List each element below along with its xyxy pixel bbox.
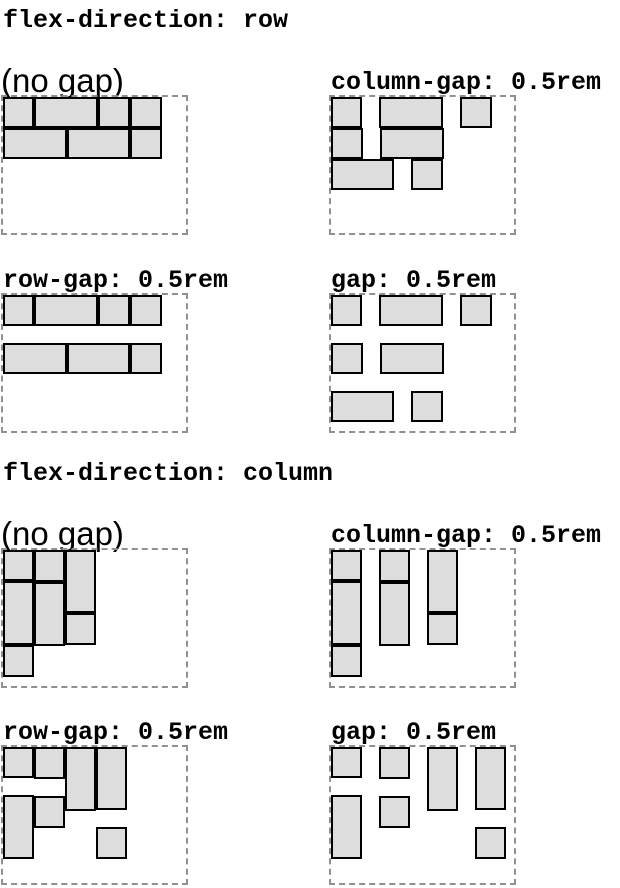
flex-item bbox=[475, 827, 506, 859]
flex-item bbox=[379, 295, 443, 326]
panel-label: row-gap: 0.5rem bbox=[3, 266, 229, 295]
flex-item bbox=[379, 550, 410, 582]
flex-container-frame bbox=[1, 293, 188, 433]
flex-container bbox=[331, 747, 514, 883]
flex-item bbox=[331, 581, 362, 645]
flex-item bbox=[34, 582, 65, 646]
flex-container-frame bbox=[329, 95, 516, 235]
flex-item bbox=[3, 128, 67, 159]
flex-container-frame bbox=[329, 548, 516, 688]
flex-item bbox=[331, 159, 394, 190]
panel-label: gap: 0.5rem bbox=[331, 718, 497, 747]
flex-container-frame bbox=[329, 745, 516, 885]
flex-item bbox=[3, 343, 67, 374]
flex-item bbox=[3, 581, 34, 645]
panel-row-gap: gap: 0.5rem bbox=[329, 268, 516, 433]
flex-item bbox=[331, 295, 362, 326]
flex-item bbox=[130, 343, 162, 374]
flex-container bbox=[331, 295, 514, 431]
flex-item bbox=[331, 795, 362, 859]
flex-item bbox=[380, 343, 444, 374]
flex-container-frame bbox=[1, 548, 188, 688]
flex-item bbox=[331, 97, 362, 128]
flex-item bbox=[34, 796, 65, 828]
flex-item bbox=[380, 128, 444, 159]
flex-container bbox=[331, 97, 514, 233]
flex-item bbox=[460, 295, 492, 326]
flex-item bbox=[3, 97, 34, 128]
flex-item bbox=[65, 613, 96, 645]
flex-container bbox=[3, 747, 186, 883]
flex-item bbox=[3, 795, 34, 859]
flex-container-frame bbox=[329, 293, 516, 433]
flex-item bbox=[331, 128, 363, 159]
flex-item bbox=[331, 747, 362, 778]
flex-item bbox=[130, 128, 162, 159]
flex-item bbox=[427, 550, 458, 613]
flex-item bbox=[65, 747, 96, 811]
flex-container bbox=[3, 97, 186, 233]
panel-label: gap: 0.5rem bbox=[331, 266, 497, 295]
flex-item bbox=[3, 295, 34, 326]
flex-item bbox=[3, 645, 34, 677]
flex-item bbox=[379, 747, 410, 779]
flex-item bbox=[3, 747, 34, 778]
flex-item bbox=[379, 97, 443, 128]
panel-column-no-gap: (no gap) bbox=[1, 516, 188, 688]
flex-item bbox=[34, 97, 98, 128]
panel-label: column-gap: 0.5rem bbox=[331, 521, 602, 550]
flex-item bbox=[34, 747, 65, 779]
flex-container-frame bbox=[1, 745, 188, 885]
flex-item bbox=[411, 391, 443, 422]
panel-label: row-gap: 0.5rem bbox=[3, 718, 229, 747]
heading-flex-direction-column: flex-direction: column bbox=[3, 459, 334, 488]
flex-item bbox=[34, 295, 98, 326]
flex-item bbox=[65, 550, 96, 613]
flex-item bbox=[331, 343, 363, 374]
flex-item bbox=[130, 295, 162, 326]
flex-item bbox=[331, 645, 362, 677]
panel-label: (no gap) bbox=[1, 62, 124, 99]
flex-item bbox=[96, 827, 127, 859]
flex-item bbox=[67, 343, 130, 374]
panel-row-row-gap: row-gap: 0.5rem bbox=[1, 268, 228, 433]
panel-row-column-gap: column-gap: 0.5rem bbox=[329, 70, 601, 235]
flex-item bbox=[34, 550, 65, 582]
flex-item bbox=[427, 613, 458, 645]
flex-item bbox=[98, 295, 130, 326]
heading-flex-direction-row: flex-direction: row bbox=[3, 6, 289, 35]
flex-item bbox=[475, 747, 506, 810]
flex-item bbox=[379, 796, 410, 828]
flex-item bbox=[96, 747, 127, 810]
panel-label: (no gap) bbox=[1, 515, 124, 552]
flex-item bbox=[67, 128, 130, 159]
flex-item bbox=[130, 97, 162, 128]
flex-item bbox=[3, 550, 34, 581]
flex-container bbox=[331, 550, 514, 686]
flex-item bbox=[331, 550, 362, 581]
panel-column-column-gap: column-gap: 0.5rem bbox=[329, 523, 601, 688]
flex-item bbox=[98, 97, 130, 128]
panel-column-gap: gap: 0.5rem bbox=[329, 720, 516, 885]
flex-item bbox=[379, 582, 410, 646]
flex-item bbox=[411, 159, 443, 190]
flex-item bbox=[331, 391, 394, 422]
panel-label: column-gap: 0.5rem bbox=[331, 68, 602, 97]
flex-container bbox=[3, 550, 186, 686]
flex-item bbox=[427, 747, 458, 811]
flex-container bbox=[3, 295, 186, 431]
flex-container-frame bbox=[1, 95, 188, 235]
flex-item bbox=[460, 97, 492, 128]
panel-row-no-gap: (no gap) bbox=[1, 63, 188, 235]
panel-column-row-gap: row-gap: 0.5rem bbox=[1, 720, 228, 885]
